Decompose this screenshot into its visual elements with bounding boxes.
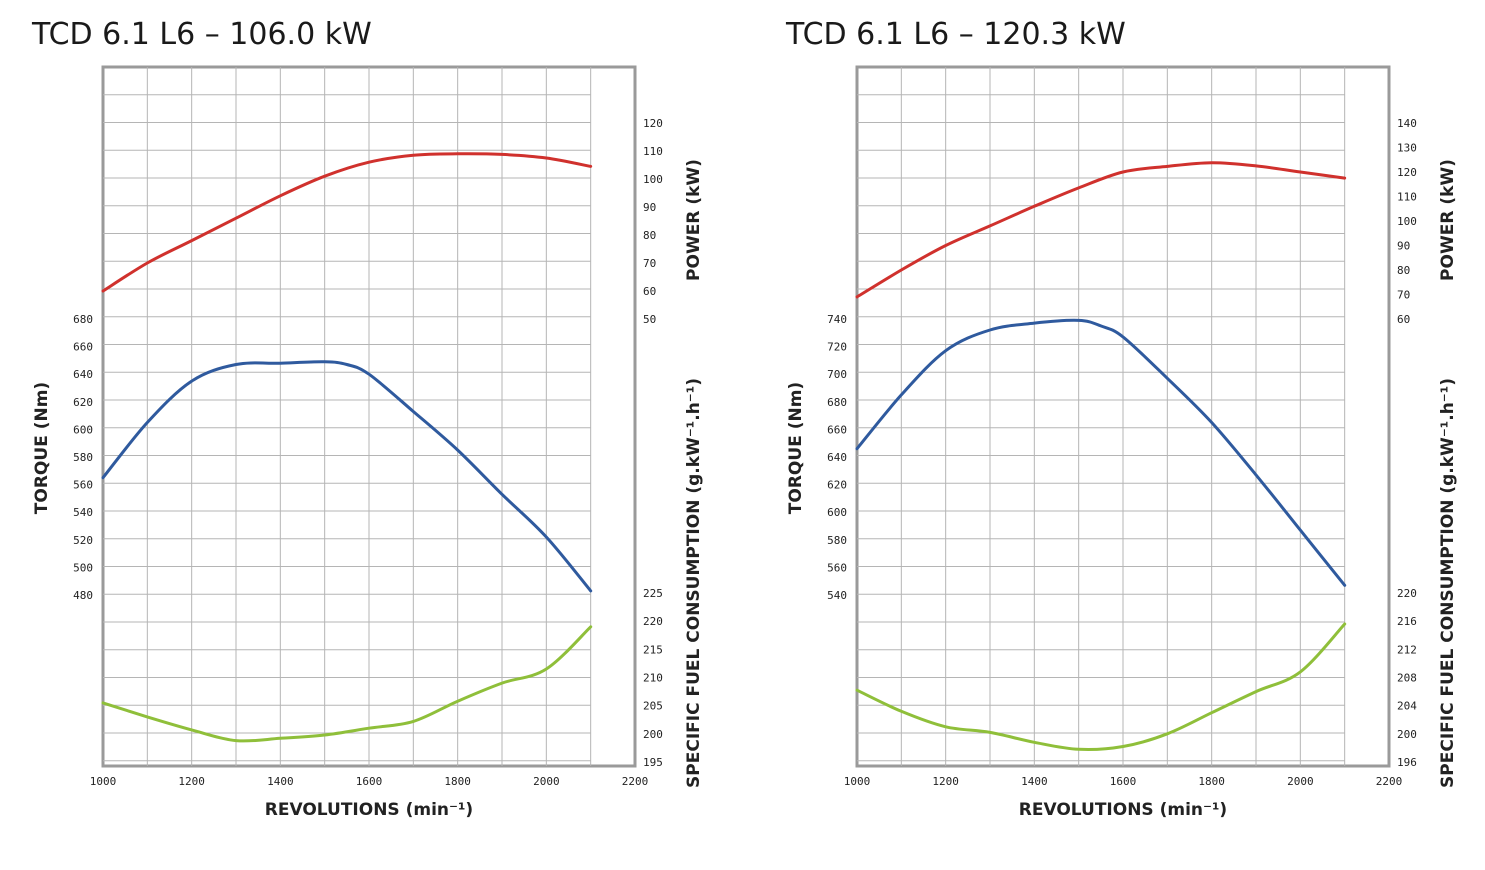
fuel-series-line	[855, 622, 1347, 752]
torque-tick-label: 680	[827, 396, 847, 409]
fuel-tick-label: 204	[1397, 700, 1417, 713]
power-tick-label: 60	[643, 285, 656, 298]
torque-tick-label: 500	[73, 561, 93, 574]
fuel-tick-label: 205	[643, 700, 663, 713]
x-tick-label: 1000	[844, 775, 871, 788]
chart-title: TCD 6.1 L6 – 106.0 kW	[31, 17, 372, 52]
x-tick-label: 1800	[444, 775, 471, 788]
torque-tick-label: 660	[73, 341, 93, 354]
chart-right: TCD 6.1 L6 – 120.3 kW 1000 1200 1400 1600 18…	[785, 17, 1458, 820]
fuel-tick-label: 210	[643, 672, 663, 685]
power-tick-label: 110	[1397, 191, 1417, 204]
x-tick-label: 1800	[1198, 775, 1225, 788]
torque-tick-label: 540	[73, 506, 93, 519]
x-tick-label: 2200	[1376, 775, 1403, 788]
torque-tick-label: 540	[827, 589, 847, 602]
power-series-line	[855, 161, 1347, 299]
chart-title: TCD 6.1 L6 – 120.3 kW	[785, 17, 1126, 52]
torque-tick-label: 720	[827, 341, 847, 354]
fuel-tick-label: 215	[643, 643, 663, 656]
power-tick-label: 80	[1397, 264, 1410, 277]
power-axis-label: POWER (kW)	[1438, 159, 1458, 281]
fuel-axis-label: SPECIFIC FUEL CONSUMPTION (g.kW⁻¹.h⁻¹)	[684, 378, 704, 788]
power-series-line	[101, 152, 593, 293]
fuel-tick-label: 212	[1397, 643, 1417, 656]
torque-tick-label: 600	[73, 423, 93, 436]
torque-tick-label: 620	[73, 396, 93, 409]
torque-tick-label: 740	[827, 313, 847, 326]
x-axis-label: REVOLUTIONS (min⁻¹)	[265, 800, 473, 820]
power-tick-label: 90	[1397, 240, 1410, 253]
fuel-tick-label: 225	[643, 587, 663, 600]
torque-tick-label: 660	[827, 423, 847, 436]
fuel-tick-label: 200	[643, 728, 663, 741]
power-tick-label: 130	[1397, 142, 1417, 155]
fuel-tick-label: 216	[1397, 615, 1417, 628]
power-tick-label: 50	[643, 313, 656, 326]
torque-tick-label: 700	[827, 368, 847, 381]
plot-area: 1000 1200 1400 1600 1800 2000 2200 REVOLUTIONS …	[32, 65, 704, 820]
x-tick-label: 2000	[533, 775, 560, 788]
power-tick-label: 80	[643, 229, 656, 242]
torque-tick-label: 620	[827, 479, 847, 492]
power-tick-label: 110	[643, 145, 663, 158]
x-tick-label: 1200	[178, 775, 205, 788]
power-tick-label: 120	[643, 117, 663, 130]
chart-left: TCD 6.1 L6 – 106.0 kW 1000 1200 1400 1600 18…	[31, 17, 704, 820]
fuel-axis-label: SPECIFIC FUEL CONSUMPTION (g.kW⁻¹.h⁻¹)	[1438, 378, 1458, 788]
torque-tick-label: 580	[827, 534, 847, 547]
x-tick-label: 1200	[932, 775, 959, 788]
fuel-tick-label: 220	[643, 615, 663, 628]
fuel-tick-label: 200	[1397, 728, 1417, 741]
x-tick-label: 1600	[356, 775, 383, 788]
power-tick-label: 140	[1397, 117, 1417, 130]
torque-tick-label: 560	[73, 479, 93, 492]
fuel-tick-label: 195	[643, 756, 663, 769]
torque-tick-label: 560	[827, 561, 847, 574]
x-tick-label: 2000	[1287, 775, 1314, 788]
power-tick-label: 100	[643, 173, 663, 186]
power-tick-label: 100	[1397, 215, 1417, 228]
power-tick-label: 60	[1397, 313, 1410, 326]
fuel-tick-label: 196	[1397, 756, 1417, 769]
torque-tick-label: 640	[827, 451, 847, 464]
torque-tick-label: 480	[73, 589, 93, 602]
torque-tick-label: 580	[73, 451, 93, 464]
power-tick-label: 70	[1397, 289, 1410, 302]
x-tick-label: 2200	[622, 775, 649, 788]
x-tick-label: 1000	[90, 775, 117, 788]
x-axis-label: REVOLUTIONS (min⁻¹)	[1019, 800, 1227, 820]
torque-axis-label: TORQUE (Nm)	[32, 382, 52, 514]
x-tick-label: 1400	[267, 775, 294, 788]
fuel-tick-label: 208	[1397, 672, 1417, 685]
power-tick-label: 70	[643, 257, 656, 270]
power-tick-label: 120	[1397, 166, 1417, 179]
x-tick-label: 1400	[1021, 775, 1048, 788]
torque-tick-label: 640	[73, 368, 93, 381]
x-tick-label: 1600	[1110, 775, 1137, 788]
torque-series-line	[101, 360, 593, 593]
torque-tick-label: 600	[827, 506, 847, 519]
torque-tick-label: 680	[73, 313, 93, 326]
power-tick-label: 90	[643, 201, 656, 214]
torque-series-line	[855, 318, 1347, 587]
fuel-tick-label: 220	[1397, 587, 1417, 600]
torque-axis-label: TORQUE (Nm)	[786, 382, 806, 514]
torque-tick-label: 520	[73, 534, 93, 547]
power-axis-label: POWER (kW)	[684, 159, 704, 281]
fuel-series-line	[101, 625, 593, 743]
plot-area: 1000 1200 1400 1600 1800 2000 2200 REVOLUTIONS …	[786, 65, 1458, 820]
